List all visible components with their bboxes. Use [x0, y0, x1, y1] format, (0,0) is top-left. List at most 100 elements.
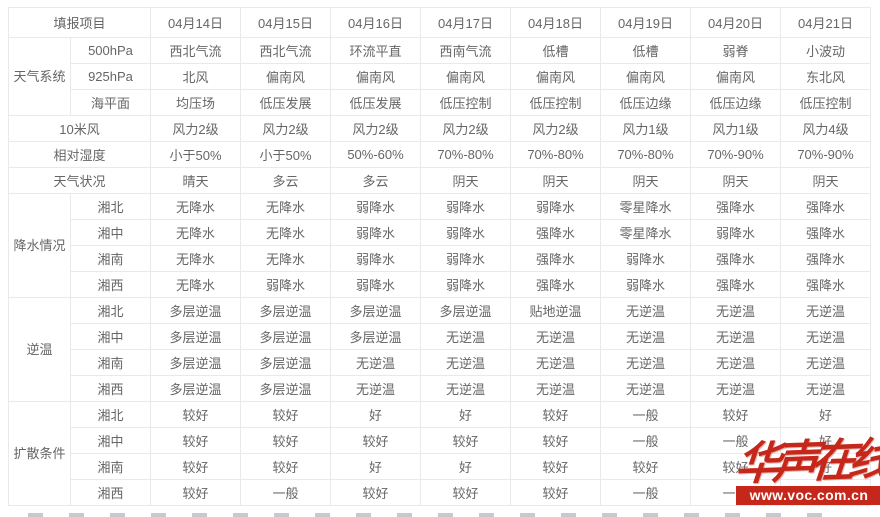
- row-inversion-north: 逆温 湘北 多层逆温 多层逆温 多层逆温 多层逆温 贴地逆温 无逆温 无逆温 无逆温: [8, 297, 871, 402]
- weather-system-cell: 低压发展: [330, 89, 421, 116]
- row-sea-level: 海平面 均压场 低压发展 低压发展 低压控制 低压控制 低压边缘 低压边缘 低压控制: [9, 89, 871, 116]
- row-diffusion-west: 湘西 较好 一般 较好 较好 较好 一般 一般好: [9, 479, 871, 506]
- precip-cell: 无降水: [240, 245, 331, 272]
- weather-system-cell: 小波动: [780, 37, 871, 64]
- region-label-west: 湘西: [70, 479, 151, 506]
- precip-cell: 零星降水: [600, 193, 691, 220]
- section-label-wind10m: 10米风: [8, 115, 151, 142]
- header-row: 填报项目 04月14日 04月15日 04月16日 04月17日 04月18日 04月19…: [8, 7, 871, 38]
- diffusion-cell: 较好: [150, 427, 241, 454]
- diffusion-cell: 较好: [690, 453, 781, 480]
- row-inversion-central: 湘中 多层逆温 多层逆温 多层逆温 无逆温 无逆温 无逆温 无逆温 无逆温: [9, 323, 871, 350]
- inversion-cell: 无逆温: [600, 323, 691, 350]
- diffusion-cell: 一般: [600, 479, 691, 506]
- precip-cell: 强降水: [690, 193, 781, 220]
- sub-label-500hpa: 500hPa: [70, 37, 151, 64]
- section-label-weather-system: 天气系统: [8, 37, 71, 116]
- inversion-cell: 无逆温: [780, 297, 871, 324]
- diffusion-cell: 较好: [150, 453, 241, 480]
- precip-cell: 弱降水: [330, 271, 421, 298]
- inversion-cell: 无逆温: [690, 323, 781, 350]
- sky-cell: 晴天: [150, 167, 241, 194]
- precip-cell: 强降水: [510, 245, 601, 272]
- precip-cell: 强降水: [690, 271, 781, 298]
- inversion-cell: 多层逆温: [150, 375, 241, 402]
- forecast-table: 填报项目 04月14日 04月15日 04月16日 04月17日 04月18日 04月19…: [8, 7, 871, 506]
- precip-cell: 弱降水: [420, 271, 511, 298]
- inversion-cell: 多层逆温: [150, 349, 241, 376]
- inversion-cell: 多层逆温: [420, 297, 511, 324]
- inversion-cell: 无逆温: [510, 323, 601, 350]
- precip-cell: 无降水: [150, 193, 241, 220]
- row-precip-south: 湘南 无降水 无降水 弱降水 弱降水 强降水 弱降水 强降水 强降水: [9, 245, 871, 272]
- wind10m-cell: 风力2级: [330, 115, 421, 142]
- weather-system-cell: 西南气流: [420, 37, 511, 64]
- sub-label-sea-level: 海平面: [70, 89, 151, 116]
- weather-system-cell: 偏南风: [420, 63, 511, 90]
- region-label-south: 湘南: [70, 245, 151, 272]
- diffusion-cell: 较好: [330, 479, 421, 506]
- diffusion-cell: 较好: [510, 479, 601, 506]
- diffusion-cell: 较好: [600, 453, 691, 480]
- weather-system-cell: 北风: [150, 63, 241, 90]
- diffusion-cell: 较好: [420, 427, 511, 454]
- precip-cell: 无降水: [240, 193, 331, 220]
- weather-system-cell: 低槽: [510, 37, 601, 64]
- wind10m-cell: 风力4级: [780, 115, 871, 142]
- diffusion-cell: 较好: [150, 401, 241, 428]
- section-label-humidity: 相对湿度: [8, 141, 151, 168]
- row-precip-north: 降水情况 湘北 无降水 无降水 弱降水 弱降水 弱降水 零星降水 强降水 强降水: [8, 193, 871, 298]
- precip-cell: 弱降水: [330, 245, 421, 272]
- precip-cell: 弱降水: [420, 193, 511, 220]
- diffusion-cell: 好: [420, 453, 511, 480]
- weather-system-cell: 西北气流: [240, 37, 331, 64]
- date-header-cell: 04月21日: [780, 7, 871, 38]
- row-precip-central: 湘中 无降水 无降水 弱降水 弱降水 强降水 零星降水 弱降水 强降水: [9, 219, 871, 246]
- sub-label-925hpa: 925hPa: [70, 63, 151, 90]
- diffusion-cell: 较好: [510, 427, 601, 454]
- weather-system-cell: 均压场: [150, 89, 241, 116]
- date-header-cell: 04月16日: [330, 7, 421, 38]
- weather-system-cell: 低压边缘: [690, 89, 781, 116]
- precip-cell: 弱降水: [240, 271, 331, 298]
- humidity-cell: 70%-80%: [510, 141, 601, 168]
- diffusion-cell: 较好: [690, 401, 781, 428]
- weather-system-cell: 偏南风: [690, 63, 781, 90]
- row-inversion-west: 湘西 多层逆温 多层逆温 无逆温 无逆温 无逆温 无逆温 无逆温 无逆温: [9, 375, 871, 402]
- diffusion-cell: 好: [780, 427, 871, 454]
- header-project-label: 填报项目: [8, 7, 151, 38]
- wind10m-cell: 风力2级: [510, 115, 601, 142]
- diffusion-cell: 一般: [690, 427, 781, 454]
- precip-cell: 弱降水: [690, 219, 781, 246]
- precip-cell: 强降水: [780, 219, 871, 246]
- precip-cell: 弱降水: [330, 193, 421, 220]
- inversion-cell: 无逆温: [510, 349, 601, 376]
- weather-system-cell: 环流平直: [330, 37, 421, 64]
- diffusion-cell: 较好: [510, 453, 601, 480]
- diffusion-cell: 好: [780, 453, 871, 480]
- inversion-cell: 无逆温: [600, 297, 691, 324]
- humidity-cell: 50%-60%: [330, 141, 421, 168]
- row-sky: 天气状况 晴天 多云 多云 阴天 阴天 阴天 阴天 阴天: [8, 167, 871, 194]
- weather-system-cell: 弱脊: [690, 37, 781, 64]
- weather-system-cell: 偏南风: [510, 63, 601, 90]
- diffusion-cell: 较好: [510, 401, 601, 428]
- row-diffusion-central: 湘中 较好 较好 较好 较好 较好 一般 一般好: [9, 427, 871, 454]
- precip-cell: 无降水: [150, 271, 241, 298]
- humidity-cell: 小于50%: [150, 141, 241, 168]
- region-label-west: 湘西: [70, 375, 151, 402]
- diffusion-cell: 较好: [240, 427, 331, 454]
- date-header-cell: 04月17日: [420, 7, 511, 38]
- sky-cell: 阴天: [510, 167, 601, 194]
- date-header-cell: 04月14日: [150, 7, 241, 38]
- region-label-central: 湘中: [70, 219, 151, 246]
- inversion-cell: 多层逆温: [240, 375, 331, 402]
- wind10m-cell: 风力2级: [240, 115, 331, 142]
- clipped-caption-strip: [28, 513, 838, 517]
- precip-cell: 强降水: [780, 245, 871, 272]
- inversion-cell: 多层逆温: [240, 297, 331, 324]
- section-label-inversion: 逆温: [8, 297, 71, 402]
- humidity-cell: 70%-80%: [600, 141, 691, 168]
- date-header-cell: 04月19日: [600, 7, 691, 38]
- sky-cell: 阴天: [780, 167, 871, 194]
